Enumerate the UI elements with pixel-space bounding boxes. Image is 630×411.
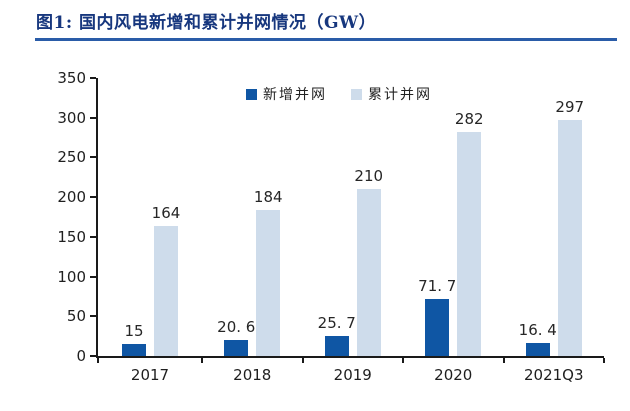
bar-new-grid — [224, 339, 249, 356]
x-axis-category-label: 2021Q3 — [523, 366, 584, 384]
y-axis-tick — [90, 77, 96, 79]
figure-title: 图1: 国内风电新增和累计并网情况（GW） — [36, 13, 377, 33]
legend-swatch-icon — [351, 88, 362, 100]
legend-label: 新增并网 — [263, 87, 327, 103]
bar-new-grid — [122, 344, 146, 356]
y-axis-tick-label: 100 — [57, 267, 86, 286]
y-axis-tick-label: 0 — [76, 347, 86, 365]
y-axis-tick — [90, 275, 96, 278]
bar-value-label: 20. 6 — [217, 317, 256, 336]
y-axis-tick-label: 250 — [57, 148, 86, 167]
bar-cumulative-grid — [256, 209, 281, 356]
bar-value-label: 210 — [354, 167, 384, 186]
chart-legend: 新增并网 累计并网 — [86, 84, 592, 104]
title-underline — [35, 38, 617, 41]
bar-value-label: 297 — [555, 98, 585, 117]
bar-value-label: 282 — [454, 110, 484, 128]
y-axis-tick — [90, 116, 96, 119]
bar-cumulative-grid — [154, 225, 178, 356]
y-axis-tick-label: 300 — [57, 108, 86, 127]
bar-new-grid — [324, 335, 349, 356]
y-axis-tick-label: 350 — [57, 69, 86, 87]
x-axis-category-label: 2017 — [130, 366, 170, 384]
x-axis-tick — [97, 358, 99, 363]
y-axis-tick-label: 200 — [57, 188, 86, 207]
y-axis-tick — [90, 315, 96, 318]
y-axis-tick — [90, 235, 96, 238]
bar-new-grid — [425, 299, 450, 356]
y-axis-line — [96, 78, 98, 358]
bar-cumulative-grid — [557, 120, 582, 356]
y-axis-tick — [90, 355, 96, 357]
bar-value-label: 16. 4 — [518, 320, 557, 339]
x-axis-line — [96, 356, 604, 358]
y-axis-tick — [90, 196, 96, 199]
x-axis-tick — [402, 358, 404, 363]
x-axis-tick — [201, 358, 203, 363]
legend-item: 累计并网 — [351, 84, 432, 104]
bar-value-label: 184 — [253, 187, 283, 206]
bar-cumulative-grid — [457, 132, 482, 356]
x-axis-category-label: 2020 — [434, 366, 473, 384]
bar-value-label: 25. 7 — [317, 313, 356, 332]
x-axis-tick — [502, 358, 505, 363]
legend-swatch-icon — [246, 88, 257, 100]
x-axis-tick — [301, 358, 304, 363]
y-axis-tick-label: 50 — [66, 307, 86, 326]
x-axis-category-label: 2019 — [333, 366, 372, 384]
y-axis-tick-label: 150 — [57, 227, 86, 246]
x-axis-tick — [603, 358, 605, 363]
legend-item: 新增并网 — [246, 84, 327, 104]
bar-value-label: 15 — [124, 322, 144, 341]
y-axis-tick — [90, 156, 96, 159]
x-axis-category-label: 2018 — [233, 366, 272, 384]
bar-value-label: 71. 7 — [418, 277, 457, 296]
bar-value-label: 164 — [151, 203, 181, 222]
bar-cumulative-grid — [356, 189, 381, 356]
legend-label: 累计并网 — [368, 87, 432, 103]
bar-new-grid — [525, 342, 550, 356]
